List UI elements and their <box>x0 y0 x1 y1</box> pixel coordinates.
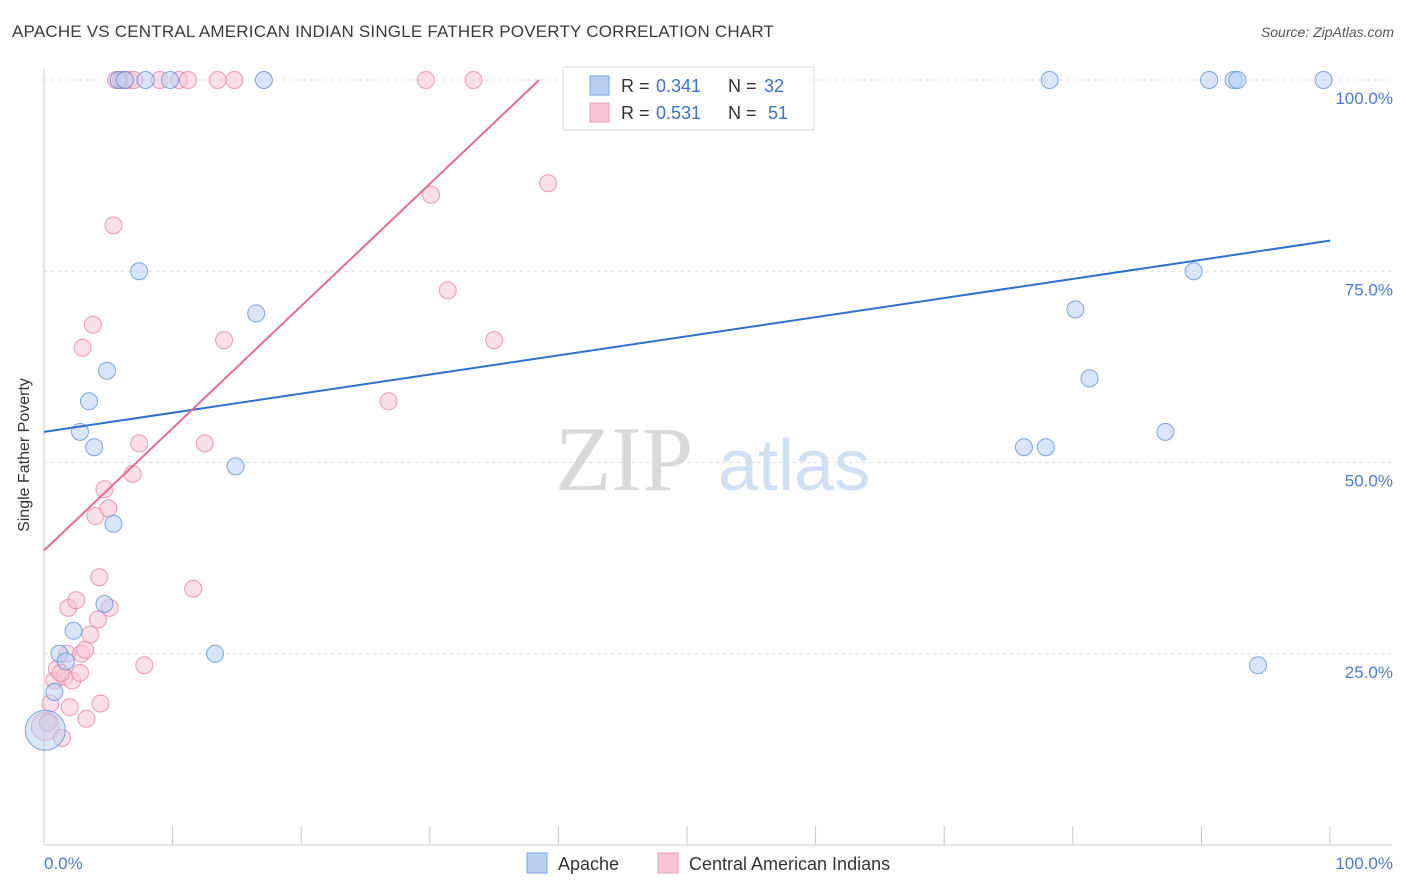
apache-point <box>98 361 117 380</box>
legend-central-r: 0.531 <box>656 103 701 123</box>
apache-point <box>104 514 123 533</box>
central-point <box>179 71 198 89</box>
legend-central-n-label: N = <box>728 103 757 123</box>
legend-apache-n: 32 <box>764 76 784 96</box>
central-point <box>90 568 109 587</box>
y-tick-label-2: 75.0% <box>1345 280 1393 299</box>
y-tick-label-3: 100.0% <box>1335 89 1393 108</box>
apache-point <box>136 71 155 89</box>
apache-point <box>1228 71 1247 89</box>
apache-point <box>85 438 104 457</box>
central-point <box>485 331 504 350</box>
trend-lines <box>43 79 1331 552</box>
central-point <box>208 71 227 89</box>
source-label: Source: ZipAtlas.com <box>1260 24 1394 40</box>
apache-point <box>1066 300 1085 319</box>
central-point <box>95 480 114 499</box>
bottom-legend-central-label: Central American Indians <box>689 854 890 874</box>
apache-point <box>1080 369 1099 388</box>
central-point <box>130 434 149 453</box>
axes: 25.0% 50.0% 75.0% 100.0% 0.0% 100.0% <box>43 68 1393 873</box>
watermark-atlas: atlas <box>718 426 870 506</box>
apache-point <box>1040 71 1059 89</box>
central-point <box>83 315 102 334</box>
bottom-legend-central-swatch <box>657 852 679 874</box>
apache-point <box>116 71 135 89</box>
central-point <box>225 71 244 89</box>
legend-apache-swatch <box>589 75 610 96</box>
central-point <box>464 71 483 89</box>
top-legend: R = 0.341 N = 32 R = 0.531 N = 51 <box>562 66 815 131</box>
apache-trend-line <box>43 239 1331 433</box>
apache-point <box>45 683 64 701</box>
central-trend-line <box>43 79 540 552</box>
legend-central-swatch <box>589 102 610 123</box>
legend-apache-r: 0.341 <box>656 76 701 96</box>
apache-point <box>206 644 225 663</box>
bottom-legend-apache-swatch <box>526 852 548 874</box>
apache-point <box>95 595 114 614</box>
apache-point <box>247 304 266 323</box>
central-point <box>67 591 86 610</box>
apache-point <box>1200 71 1219 89</box>
central-point <box>422 185 441 204</box>
chart-title: APACHE VS CENTRAL AMERICAN INDIAN SINGLE… <box>12 22 775 41</box>
apache-point <box>254 71 273 89</box>
apache-point <box>161 71 180 89</box>
central-point <box>135 656 154 675</box>
apache-point <box>226 457 245 476</box>
grid <box>44 79 1392 655</box>
central-point <box>60 698 79 717</box>
legend-central-n: 51 <box>768 103 788 123</box>
central-point <box>89 610 108 629</box>
bottom-legend-apache-label: Apache <box>558 854 619 874</box>
central-point <box>539 174 558 193</box>
watermark: ZIP atlas <box>555 408 870 510</box>
central-point <box>438 281 457 300</box>
apache-point <box>1314 71 1333 89</box>
apache-point <box>1156 422 1175 441</box>
central-point <box>123 464 142 483</box>
bottom-legend: Apache Central American Indians <box>526 852 890 874</box>
central-point <box>184 579 203 598</box>
apache-point <box>1184 262 1203 281</box>
legend-apache-r-label: R = <box>621 76 650 96</box>
y-tick-label-0: 25.0% <box>1345 663 1393 682</box>
central-point <box>77 709 96 728</box>
central-point <box>76 640 95 659</box>
central-point <box>104 216 123 235</box>
x-tick-label-min: 0.0% <box>44 854 83 873</box>
legend-central-r-label: R = <box>621 103 650 123</box>
apache-point <box>1036 438 1055 457</box>
central-point <box>73 338 92 357</box>
watermark-zip: ZIP <box>555 408 693 510</box>
apache-point <box>1014 438 1033 457</box>
central-point <box>71 663 90 682</box>
central-point <box>215 331 234 350</box>
x-tick-label-max: 100.0% <box>1335 854 1393 873</box>
apache-point <box>1248 656 1267 675</box>
central-point <box>416 71 435 89</box>
apache-point <box>56 652 75 671</box>
central-point <box>379 392 398 411</box>
apache-point <box>64 621 83 640</box>
central-point <box>195 434 214 453</box>
y-tick-label-1: 50.0% <box>1345 472 1393 491</box>
central-point <box>99 499 118 518</box>
apache-point <box>130 262 149 281</box>
central-point <box>81 625 100 644</box>
central-american-indians-points <box>30 71 558 747</box>
apache-points <box>24 71 1333 751</box>
apache-point <box>24 709 66 751</box>
central-point <box>91 694 110 713</box>
apache-point <box>80 392 99 411</box>
legend-apache-n-label: N = <box>728 76 757 96</box>
